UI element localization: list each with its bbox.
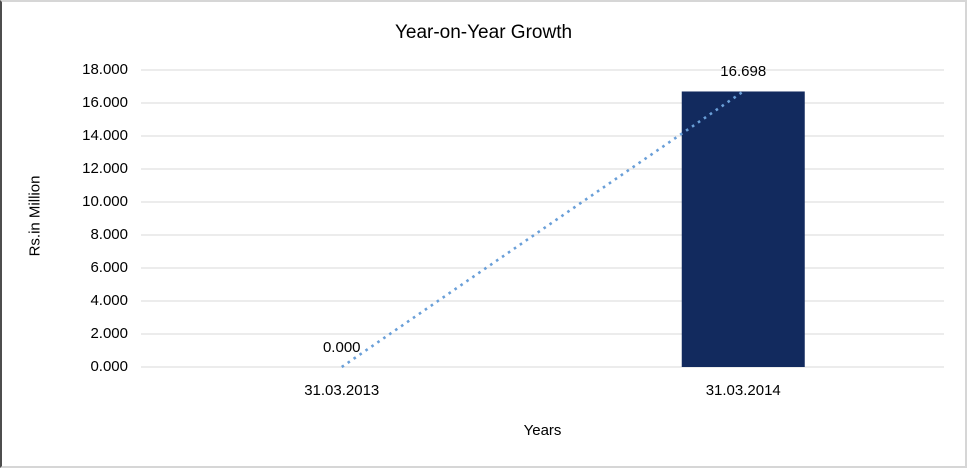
y-tick-label: 10.000 [82, 193, 128, 210]
y-tick-label: 16.000 [82, 94, 128, 111]
y-tick-label: 14.000 [82, 127, 128, 144]
x-category-label: 31.03.2013 [304, 382, 380, 399]
data-label: 0.000 [322, 339, 361, 356]
x-axis-title: Years [523, 422, 562, 439]
trendline-dotted [341, 90, 744, 369]
y-tick-label: 6.000 [90, 259, 128, 276]
y-tick-label: 12.000 [82, 160, 128, 177]
y-tick-label: 18.000 [82, 61, 128, 78]
data-label: 16.698 [720, 63, 767, 81]
y-tick-label: 4.000 [90, 292, 128, 309]
y-tick-label: 2.000 [90, 325, 128, 342]
x-category-label: 31.03.2014 [705, 382, 781, 399]
y-tick-label: 8.000 [90, 226, 128, 243]
y-tick-label: 0.000 [90, 358, 128, 375]
chart-title: Year-on-Year Growth [394, 22, 573, 43]
bar-31.03.2014 [681, 91, 805, 367]
